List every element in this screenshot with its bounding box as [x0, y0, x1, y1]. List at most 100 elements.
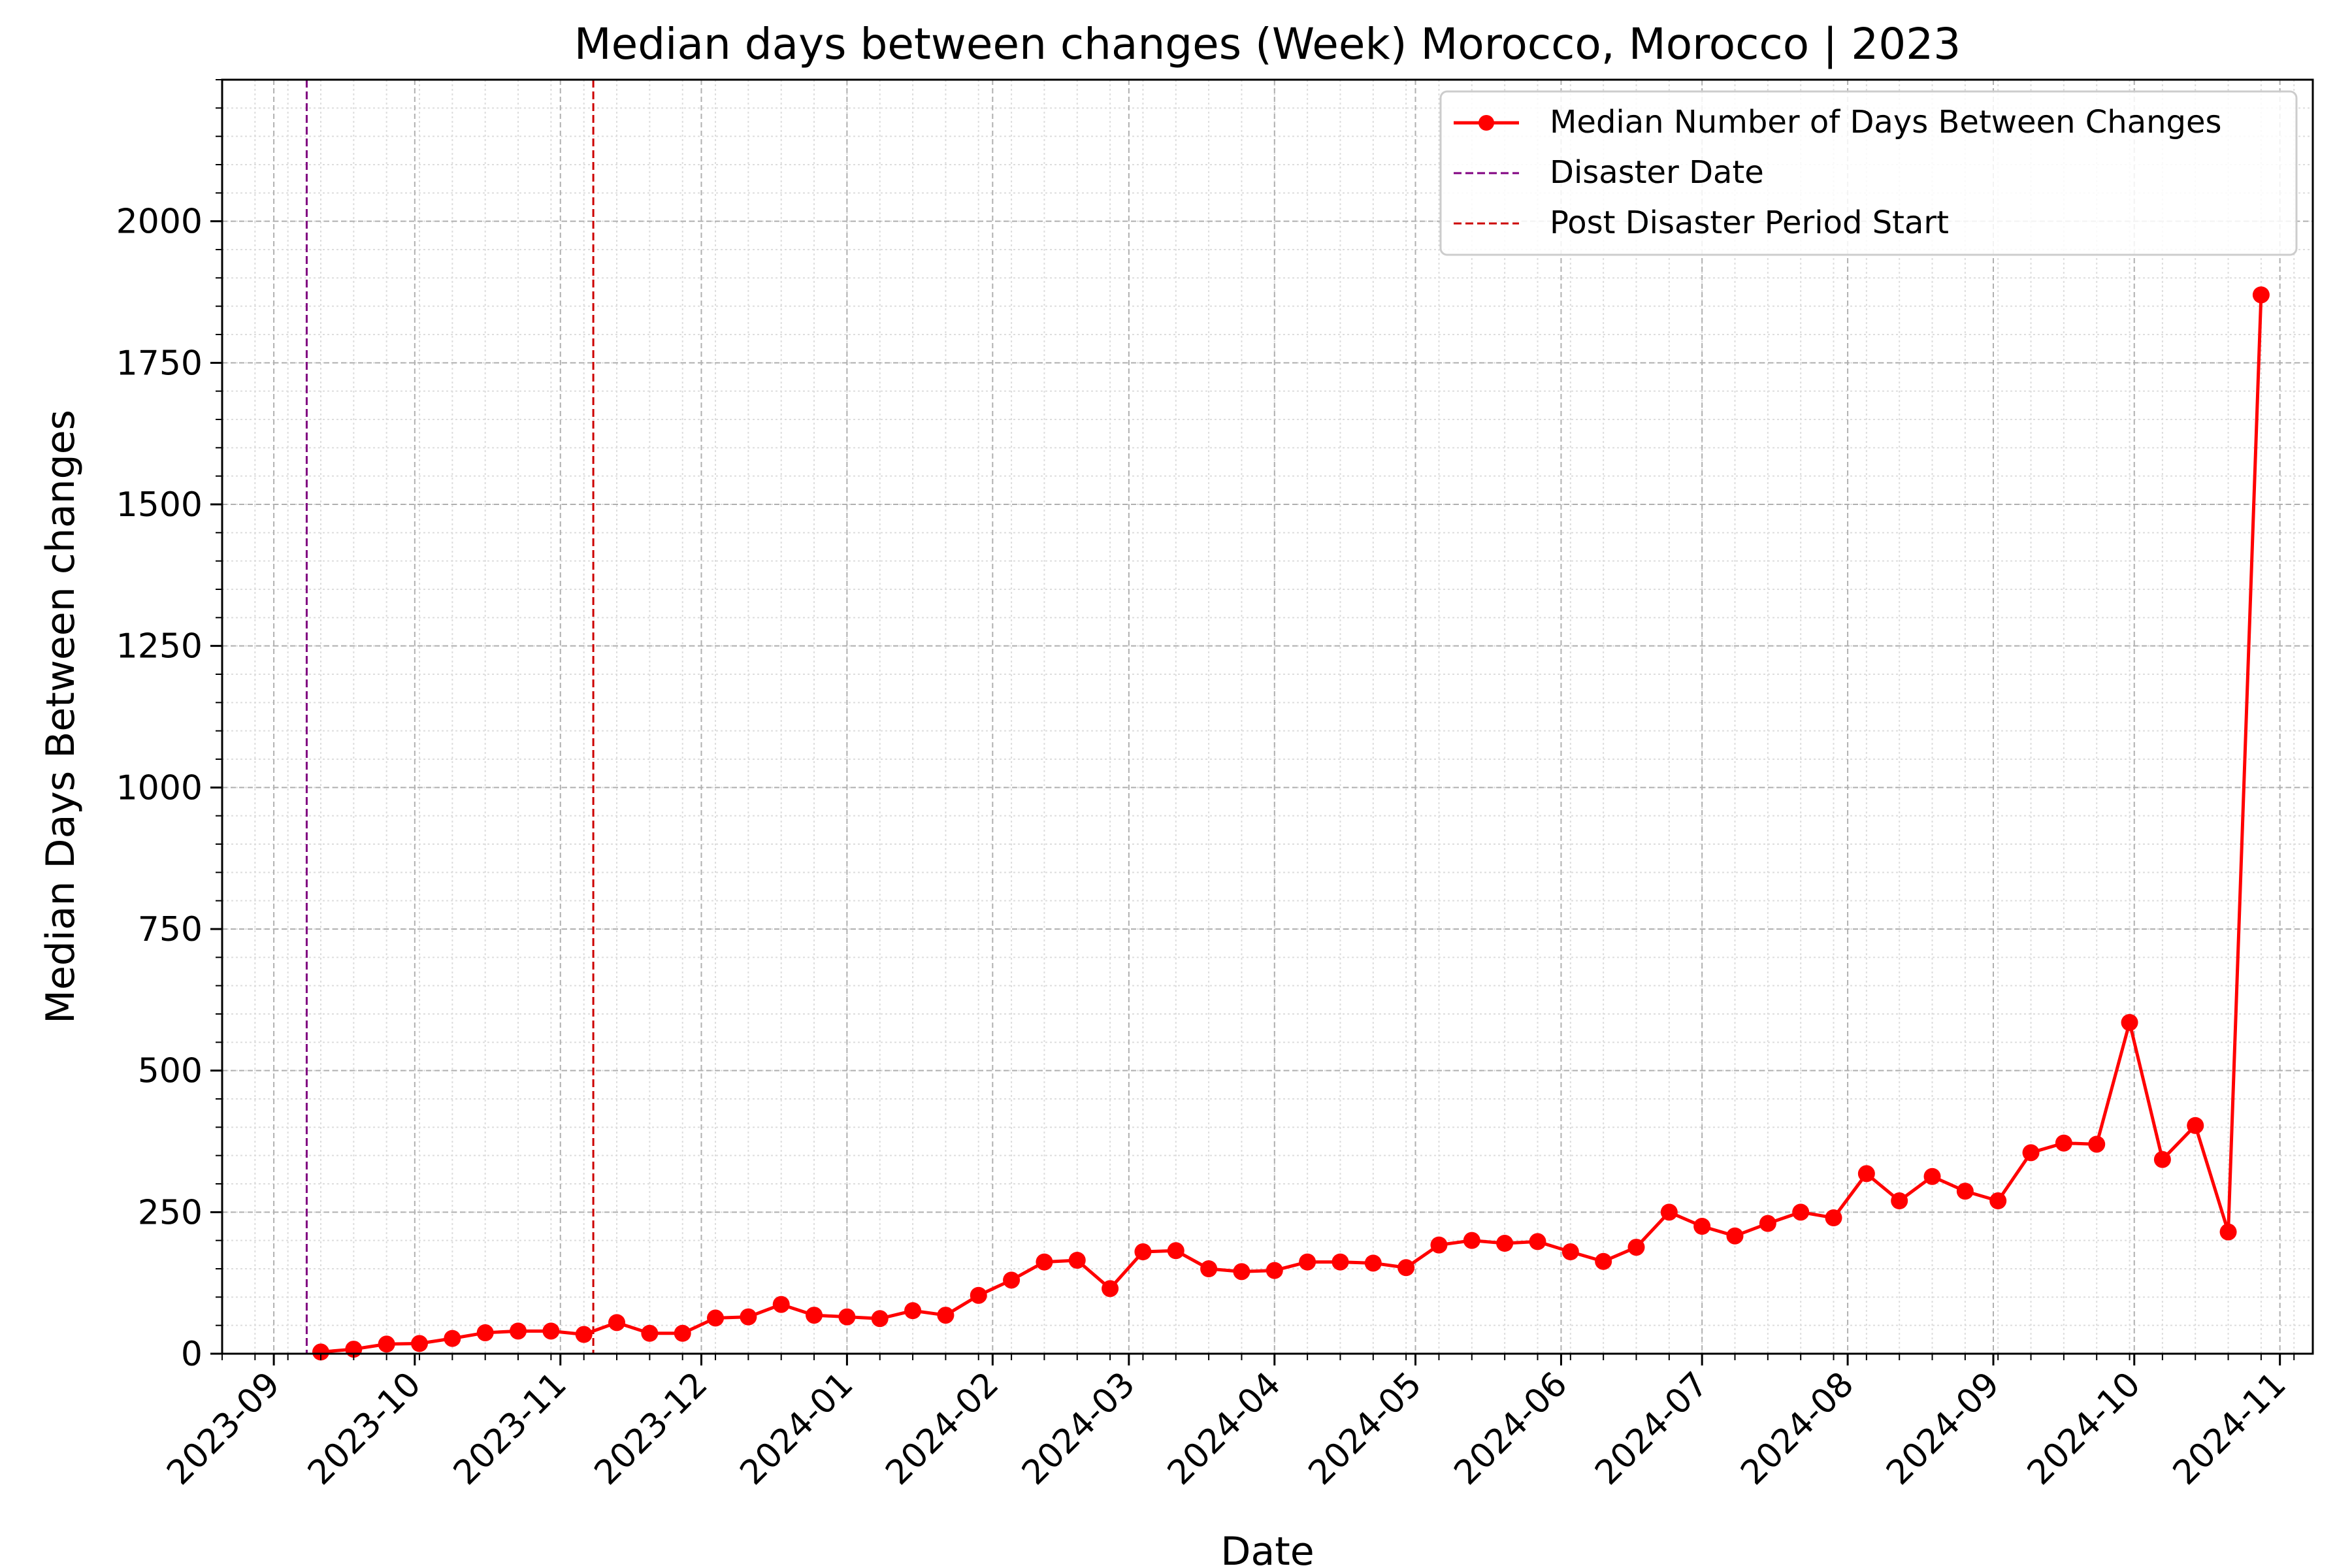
y-axis: 0 250 500 750 1000 1250 1500 1750 2000 — [116, 79, 222, 1374]
legend-marker-series — [1478, 115, 1494, 131]
y-tick-label: 1250 — [116, 627, 203, 666]
data-point — [1331, 1253, 1349, 1271]
data-point — [1857, 1165, 1875, 1183]
y-axis-label: Median Days Between changes — [38, 410, 84, 1024]
data-point — [542, 1322, 560, 1340]
data-point — [575, 1326, 593, 1343]
data-point — [1364, 1254, 1382, 1272]
data-point — [312, 1343, 330, 1361]
data-point — [1825, 1209, 1842, 1226]
data-point — [1068, 1252, 1086, 1269]
data-point — [1595, 1252, 1612, 1270]
data-point — [1529, 1233, 1546, 1250]
data-point — [1134, 1243, 1152, 1260]
chart-title: Median days between changes (Week) Moroc… — [574, 19, 1961, 69]
x-axis-label: Date — [1220, 1529, 1314, 1568]
data-point — [2187, 1117, 2204, 1134]
x-tick-label: 2024-06 — [1447, 1365, 1575, 1493]
vertical-lines — [305, 80, 595, 1354]
data-point — [1496, 1235, 1514, 1252]
x-tick-label: 2024-11 — [2166, 1365, 2294, 1493]
data-point — [772, 1296, 790, 1313]
legend-label-disaster: Disaster Date — [1550, 154, 1764, 191]
data-point — [510, 1322, 527, 1340]
data-point — [806, 1307, 823, 1324]
x-tick-label: 2024-02 — [878, 1365, 1006, 1493]
data-point — [476, 1324, 494, 1341]
data-point — [937, 1307, 955, 1324]
data-point — [1989, 1192, 2007, 1209]
y-tick-label: 750 — [138, 910, 203, 949]
data-point — [1036, 1253, 1053, 1271]
data-point — [1792, 1203, 1810, 1221]
data-point — [2153, 1151, 2171, 1168]
x-tick-label: 2024-05 — [1301, 1365, 1429, 1493]
data-point — [1397, 1259, 1415, 1277]
data-point — [1463, 1232, 1480, 1249]
data-point — [1759, 1215, 1776, 1232]
x-tick-label: 2024-04 — [1160, 1365, 1288, 1493]
data-point — [1430, 1236, 1448, 1254]
data-point — [2252, 286, 2270, 304]
data-point — [1627, 1239, 1645, 1256]
data-point — [1266, 1262, 1283, 1279]
data-point — [1561, 1243, 1579, 1260]
data-point — [1660, 1203, 1678, 1221]
data-point — [1167, 1242, 1184, 1260]
x-tick-label: 2024-03 — [1015, 1365, 1143, 1493]
data-point — [2022, 1144, 2040, 1162]
y-tick-label: 2000 — [116, 203, 203, 242]
data-point — [1102, 1280, 1119, 1298]
x-tick-label: 2024-01 — [733, 1365, 861, 1493]
minor-grid — [221, 79, 2313, 1354]
y-tick-label: 1500 — [116, 485, 203, 525]
legend-label-post-disaster: Post Disaster Period Start — [1550, 204, 1949, 241]
x-tick-label: 2024-08 — [1733, 1365, 1861, 1493]
x-tick-label: 2024-10 — [2020, 1365, 2148, 1493]
data-point — [2088, 1135, 2106, 1153]
data-point — [1726, 1227, 1744, 1245]
data-point — [1299, 1253, 1316, 1271]
data-point — [2055, 1134, 2072, 1152]
y-tick-label: 1000 — [116, 768, 203, 808]
plot-frame — [221, 78, 2314, 1355]
data-point — [608, 1314, 626, 1331]
data-point — [2121, 1014, 2138, 1031]
y-tick-label: 500 — [138, 1052, 203, 1091]
data-point — [674, 1324, 691, 1342]
data-point — [1956, 1183, 1974, 1200]
data-point — [707, 1309, 725, 1327]
data-point — [871, 1310, 889, 1328]
data-point — [641, 1324, 659, 1342]
x-axis: 2023-09 2023-10 2023-11 2023-12 2024-01 2024-… — [159, 1354, 2295, 1493]
data-series — [312, 286, 2270, 1361]
legend-label-series: Median Number of Days Between Changes — [1550, 104, 2222, 140]
x-tick-label: 2023-11 — [446, 1365, 574, 1493]
data-point — [838, 1308, 856, 1326]
data-point — [1003, 1271, 1021, 1289]
data-point — [444, 1330, 461, 1347]
data-point — [2219, 1223, 2237, 1241]
legend: Median Number of Days Between Changes Di… — [1439, 90, 2298, 256]
x-tick-label: 2023-09 — [159, 1365, 287, 1493]
data-point — [411, 1335, 429, 1352]
x-tick-label: 2024-09 — [1879, 1365, 2007, 1493]
data-point — [1233, 1263, 1250, 1281]
major-grid — [222, 80, 2313, 1354]
legend-box — [1439, 90, 2298, 256]
data-point — [1923, 1168, 1941, 1185]
data-point — [378, 1335, 395, 1353]
y-tick-label: 0 — [181, 1335, 203, 1374]
y-tick-label: 250 — [138, 1193, 203, 1232]
x-tick-label: 2023-10 — [301, 1365, 429, 1493]
data-point — [904, 1302, 922, 1320]
data-point — [1891, 1192, 1908, 1209]
x-tick-label: 2024-07 — [1588, 1365, 1716, 1493]
y-tick-label: 1750 — [116, 344, 203, 383]
data-point — [740, 1308, 757, 1326]
data-point — [970, 1286, 987, 1304]
data-point — [1200, 1260, 1218, 1277]
x-tick-label: 2023-12 — [587, 1365, 715, 1493]
data-point — [1693, 1218, 1711, 1235]
